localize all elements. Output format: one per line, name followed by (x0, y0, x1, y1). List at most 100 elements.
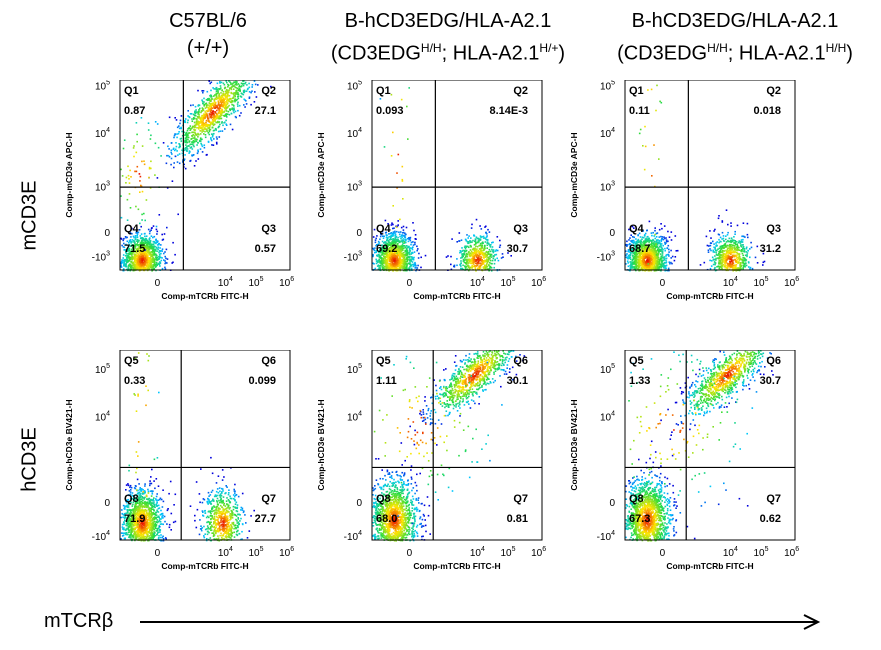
event-dot (651, 247, 653, 249)
event-dot (386, 254, 389, 256)
event-dot (639, 246, 642, 248)
event-dot (149, 237, 151, 239)
event-dot (131, 259, 133, 261)
event-dot (185, 140, 187, 142)
event-dot (399, 262, 402, 264)
event-dot (485, 232, 487, 234)
event-dot (144, 247, 147, 250)
event-dot (200, 125, 203, 127)
event-dot (400, 226, 403, 229)
event-dot (230, 101, 232, 103)
event-dot (153, 258, 156, 260)
event-dot (413, 256, 415, 259)
event-dot (205, 113, 207, 115)
event-dot (399, 267, 401, 270)
event-dot (379, 248, 382, 250)
event-dot (203, 128, 205, 130)
event-dot (407, 237, 409, 240)
event-dot (479, 251, 482, 254)
event-dot (424, 254, 427, 257)
event-dot (713, 230, 715, 232)
event-dot (469, 241, 472, 244)
event-dot (197, 112, 200, 114)
event-dot (420, 266, 422, 269)
event-dot (653, 267, 655, 269)
event-dot (127, 174, 130, 177)
event-dot (135, 265, 137, 268)
event-dot (134, 253, 136, 255)
event-dot (196, 152, 199, 155)
event-dot (637, 256, 640, 259)
event-dot (224, 98, 227, 100)
event-dot (176, 161, 179, 163)
event-dot (665, 240, 668, 243)
event-dot (664, 243, 666, 245)
event-dot (143, 267, 146, 270)
event-dot (128, 193, 131, 195)
event-dot (389, 256, 392, 259)
event-dot (673, 259, 676, 262)
event-dot (473, 255, 475, 258)
event-dot (476, 245, 479, 248)
event-dot (120, 195, 122, 197)
event-dot (656, 246, 659, 248)
event-dot (398, 249, 401, 251)
quadrant-percent: 27.1 (255, 105, 276, 117)
event-dot (374, 251, 376, 254)
event-dot (211, 136, 214, 138)
event-dot (150, 251, 153, 253)
event-dot (496, 249, 499, 252)
event-dot (646, 238, 648, 240)
event-dot (226, 113, 229, 115)
event-dot (229, 109, 232, 112)
event-dot (138, 229, 141, 231)
event-dot (380, 264, 382, 266)
event-dot (210, 104, 212, 106)
event-dot (240, 112, 242, 114)
event-dot (392, 240, 395, 243)
event-dot (400, 237, 402, 240)
event-dot (131, 250, 133, 252)
event-dot (474, 264, 476, 267)
x-tick-exponent: 5 (260, 276, 264, 283)
event-dot (404, 253, 407, 256)
event-dot (661, 265, 664, 267)
event-dot (123, 246, 126, 249)
event-dot (394, 247, 397, 250)
event-dot (643, 244, 646, 246)
event-dot (194, 139, 196, 141)
event-dot (710, 237, 712, 239)
event-dot (227, 86, 229, 88)
event-dot (658, 261, 661, 264)
event-dot (474, 253, 477, 256)
event-dot (663, 237, 666, 240)
event-dot (705, 235, 708, 238)
event-dot (393, 243, 396, 246)
event-dot (397, 247, 399, 249)
event-dot (122, 269, 125, 272)
event-dot (221, 111, 224, 114)
event-dot (461, 267, 464, 270)
event-dot (140, 233, 143, 235)
event-dot (221, 89, 223, 92)
event-dot (657, 260, 660, 263)
event-dot (392, 239, 394, 242)
event-dot (204, 124, 207, 127)
event-dot (230, 92, 233, 95)
event-dot (202, 91, 204, 94)
event-dot (220, 92, 222, 94)
event-dot (120, 216, 123, 219)
event-dot (237, 109, 239, 112)
event-dot (191, 143, 193, 146)
event-dot (184, 154, 186, 156)
event-dot (219, 107, 222, 110)
event-dot (638, 266, 640, 269)
event-dot (654, 227, 656, 229)
event-dot (670, 261, 672, 264)
event-dot (248, 97, 251, 99)
event-dot (229, 81, 231, 83)
event-dot (406, 251, 408, 253)
event-dot (388, 263, 390, 265)
event-dot (659, 243, 662, 246)
event-dot (218, 115, 221, 117)
